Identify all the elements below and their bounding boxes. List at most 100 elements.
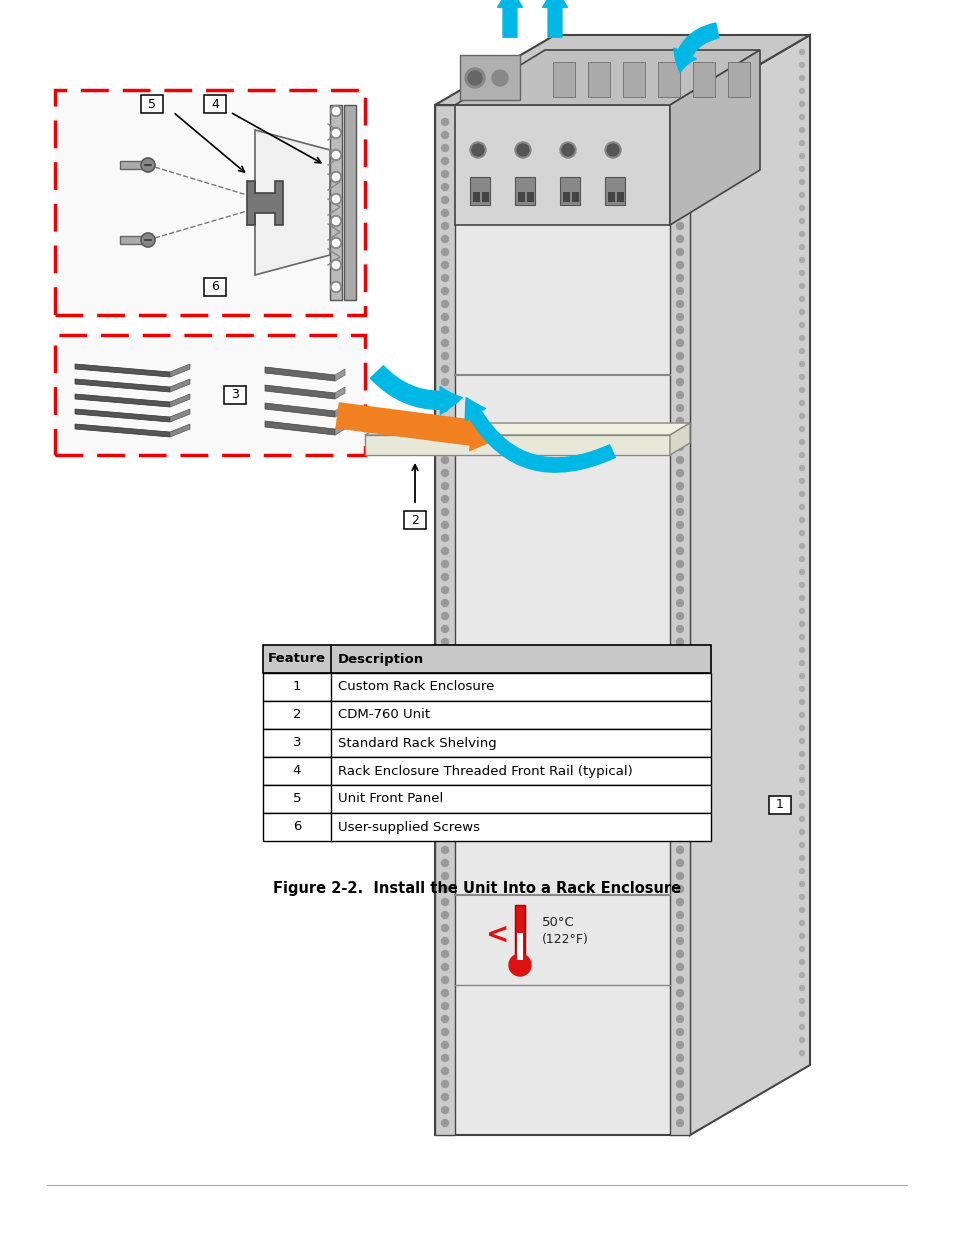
Circle shape [799, 388, 803, 393]
Circle shape [676, 664, 682, 672]
Bar [204, 278, 226, 296]
Polygon shape [170, 394, 190, 408]
Circle shape [441, 1093, 448, 1100]
Bar [403, 511, 426, 529]
Circle shape [799, 63, 803, 68]
Circle shape [799, 115, 803, 120]
Polygon shape [170, 379, 190, 391]
Bar [768, 797, 790, 814]
Circle shape [799, 764, 803, 769]
FancyArrowPatch shape [465, 398, 615, 472]
Circle shape [799, 310, 803, 315]
Circle shape [799, 842, 803, 847]
Circle shape [799, 167, 803, 172]
Circle shape [799, 205, 803, 210]
Circle shape [799, 687, 803, 692]
Bar [587, 62, 609, 98]
Circle shape [441, 144, 448, 152]
Circle shape [676, 834, 682, 841]
Polygon shape [170, 409, 190, 422]
Circle shape [799, 426, 803, 431]
Bar [263, 673, 710, 701]
Circle shape [799, 466, 803, 471]
Bar [204, 95, 226, 112]
Circle shape [509, 953, 531, 976]
Circle shape [441, 326, 448, 333]
Circle shape [441, 495, 448, 503]
Circle shape [676, 652, 682, 658]
Circle shape [799, 1037, 803, 1042]
Circle shape [441, 1067, 448, 1074]
Circle shape [676, 417, 682, 425]
Circle shape [676, 704, 682, 710]
Circle shape [799, 258, 803, 263]
FancyArrowPatch shape [673, 23, 718, 72]
Text: (122°F): (122°F) [541, 934, 588, 946]
Circle shape [799, 543, 803, 548]
Circle shape [799, 296, 803, 301]
Circle shape [676, 170, 682, 178]
Circle shape [799, 868, 803, 873]
Circle shape [441, 236, 448, 242]
Circle shape [799, 440, 803, 445]
Bar [607, 191, 615, 203]
Circle shape [330, 215, 341, 226]
Bar [141, 95, 163, 112]
Circle shape [441, 366, 448, 373]
Bar [515, 905, 524, 965]
Bar [459, 56, 519, 100]
Circle shape [799, 999, 803, 1004]
Text: Rack Enclosure Threaded Front Rail (typical): Rack Enclosure Threaded Front Rail (typi… [337, 764, 632, 778]
Circle shape [441, 625, 448, 632]
Circle shape [676, 820, 682, 827]
Circle shape [676, 716, 682, 724]
Circle shape [799, 141, 803, 146]
Circle shape [676, 573, 682, 580]
Circle shape [441, 561, 448, 568]
Text: 6: 6 [211, 280, 218, 294]
Circle shape [441, 431, 448, 437]
Circle shape [676, 509, 682, 515]
Bar [263, 729, 710, 757]
Circle shape [676, 378, 682, 385]
Circle shape [441, 509, 448, 515]
Bar [481, 191, 489, 203]
Bar [559, 177, 579, 205]
Circle shape [441, 1015, 448, 1023]
Polygon shape [265, 403, 335, 417]
Circle shape [799, 752, 803, 757]
Circle shape [441, 652, 448, 658]
Circle shape [676, 860, 682, 867]
Bar [526, 191, 534, 203]
FancyArrowPatch shape [497, 0, 522, 37]
Circle shape [799, 621, 803, 626]
Polygon shape [335, 424, 345, 435]
Bar [517, 908, 522, 932]
Circle shape [606, 144, 618, 156]
Circle shape [441, 483, 448, 489]
Circle shape [676, 977, 682, 983]
Bar [455, 105, 669, 225]
Circle shape [330, 282, 341, 293]
Text: Unit Front Panel: Unit Front Panel [337, 793, 443, 805]
Polygon shape [75, 424, 170, 437]
Circle shape [676, 756, 682, 762]
Circle shape [799, 75, 803, 80]
Polygon shape [669, 49, 760, 225]
Circle shape [676, 366, 682, 373]
Circle shape [676, 210, 682, 216]
Polygon shape [265, 367, 335, 382]
Circle shape [472, 144, 483, 156]
Circle shape [441, 1119, 448, 1126]
Circle shape [441, 678, 448, 684]
Circle shape [799, 492, 803, 496]
Text: 4: 4 [293, 764, 301, 778]
Circle shape [799, 414, 803, 419]
FancyArrowPatch shape [542, 0, 567, 37]
Circle shape [676, 314, 682, 321]
Circle shape [441, 417, 448, 425]
Circle shape [799, 153, 803, 158]
Circle shape [799, 517, 803, 522]
Circle shape [676, 768, 682, 776]
Circle shape [441, 300, 448, 308]
